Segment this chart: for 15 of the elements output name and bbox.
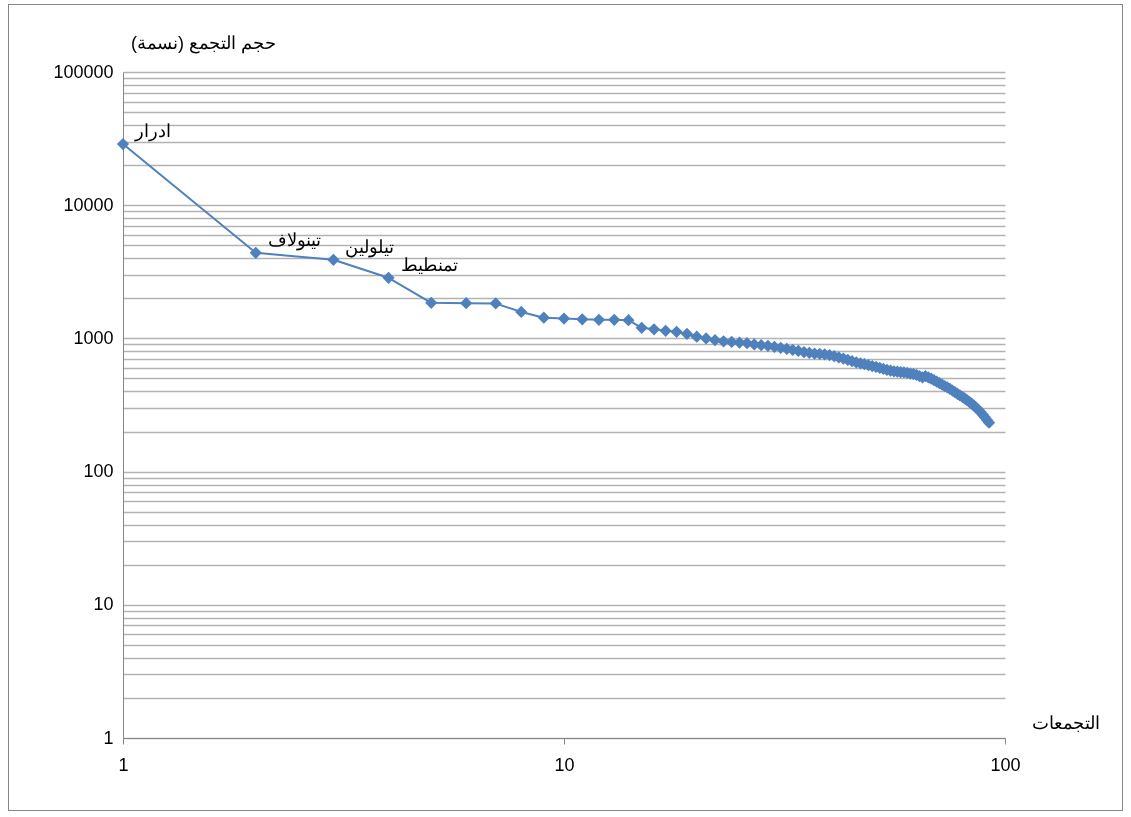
y-axis-title: حجم التجمع (نسمة) — [131, 32, 276, 54]
annotation: تيلولين — [345, 236, 395, 258]
x-axis-title: التجمعات — [1031, 712, 1100, 733]
y-tick-label: 1 — [103, 727, 114, 748]
x-tick-label: 10 — [554, 754, 575, 775]
y-tick-label: 100 — [83, 461, 114, 482]
annotation: ادرار — [134, 121, 171, 143]
y-tick-label: 10 — [93, 594, 114, 615]
y-tick-label: 100000 — [53, 61, 114, 82]
annotation: تمنطيط — [400, 254, 458, 275]
annotation: تينولاف — [267, 229, 321, 251]
y-tick-label: 10000 — [63, 194, 114, 215]
x-tick-label: 100 — [990, 754, 1021, 775]
x-tick-label: 1 — [118, 754, 129, 775]
y-tick-label: 1000 — [73, 327, 114, 348]
